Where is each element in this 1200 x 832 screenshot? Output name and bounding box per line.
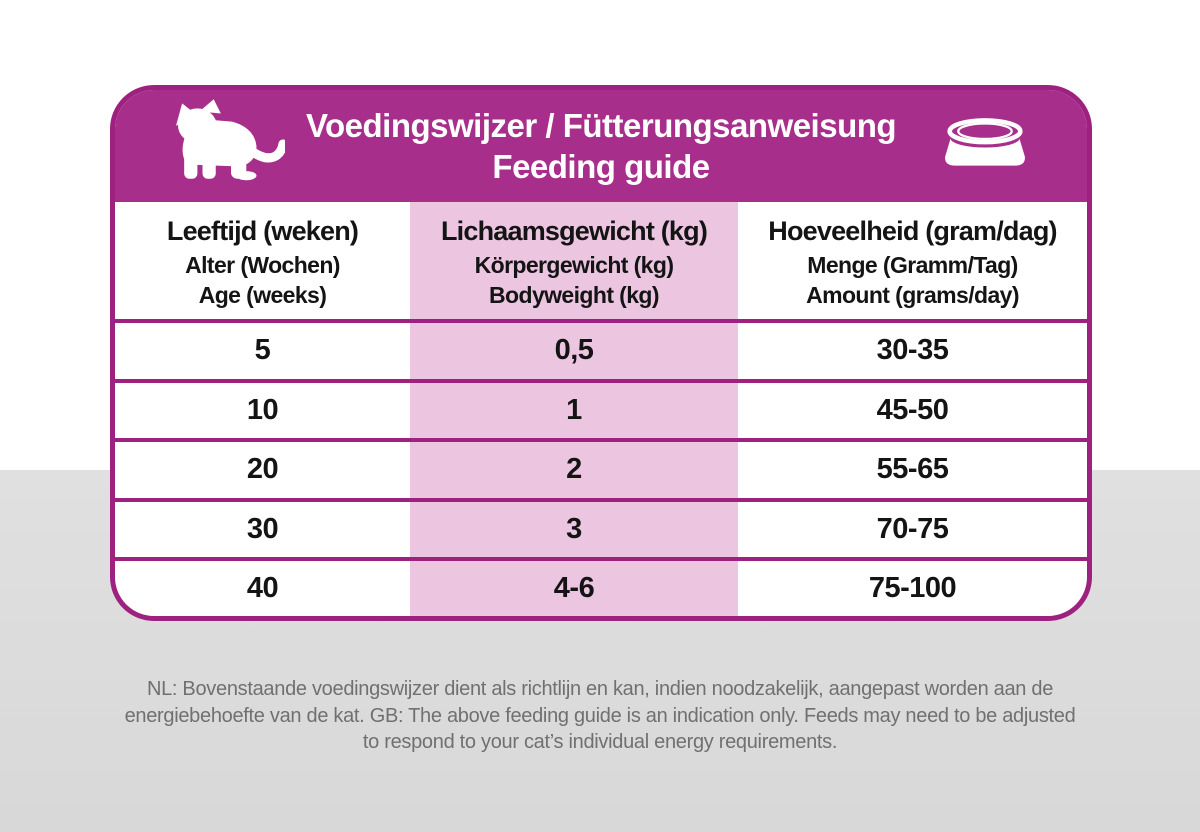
- feeding-guide-table: Voedingswijzer / Fütterungsanweisung Fee…: [110, 85, 1092, 621]
- table-cell: 0,5: [410, 319, 738, 379]
- guide-title: Voedingswijzer / Fütterungsanweisung Fee…: [305, 105, 897, 187]
- table-cell: 45-50: [738, 378, 1087, 439]
- disclaimer-line: to respond to your cat’s individual ener…: [362, 731, 838, 753]
- column-header-age: Leeftijd (weken) Alter (Wochen) Age (wee…: [115, 202, 410, 319]
- column-header-text: Menge (Gramm/Tag): [807, 252, 1018, 278]
- table-cell: 70-75: [738, 497, 1087, 558]
- table-cell: 75-100: [738, 557, 1087, 616]
- table-cell: 3: [410, 497, 738, 557]
- kitten-icon: [176, 99, 285, 181]
- table-cell: 30-35: [738, 319, 1087, 379]
- column-header-text: Amount (grams/day): [806, 282, 1019, 308]
- column-header-text: Alter (Wochen): [185, 252, 340, 278]
- feeding-table-grid: Leeftijd (weken) Alter (Wochen) Age (wee…: [115, 202, 1087, 616]
- disclaimer-line: NL: Bovenstaande voedingswijzer dient al…: [146, 678, 1054, 700]
- table-cell: 4-6: [410, 557, 738, 616]
- food-bowl-icon: [945, 118, 1025, 166]
- table-title-band: Voedingswijzer / Fütterungsanweisung Fee…: [115, 90, 1087, 202]
- column-header-text: Leeftijd (weken): [166, 216, 359, 246]
- guide-title-line1: Voedingswijzer / Fütterungsanweisung: [305, 107, 897, 144]
- table-cell: 2: [410, 438, 738, 498]
- guide-title-line2: Feeding guide: [492, 148, 710, 185]
- column-header-text: Lichaamsgewicht (kg): [440, 216, 708, 246]
- table-cell: 40: [115, 557, 410, 616]
- column-header-text: Hoeveelheid (gram/dag): [768, 216, 1057, 246]
- table-cell: 1: [410, 378, 738, 438]
- table-cell: 5: [115, 319, 410, 379]
- disclaimer-line: energiebehoefte van de kat. GB: The abov…: [124, 704, 1076, 727]
- column-header-text: Bodyweight (kg): [489, 282, 659, 308]
- column-header-text: Age (weeks): [198, 282, 327, 308]
- table-cell: 30: [115, 497, 410, 558]
- column-header-bodyweight: Lichaamsgewicht (kg) Körpergewicht (kg) …: [410, 202, 738, 319]
- column-header-text: Körpergewicht (kg): [474, 252, 674, 278]
- disclaimer-text: NL: Bovenstaande voedingswijzer dient al…: [0, 676, 1200, 756]
- table-cell: 10: [115, 378, 410, 439]
- column-header-amount: Hoeveelheid (gram/dag) Menge (Gramm/Tag)…: [738, 202, 1087, 319]
- table-cell: 55-65: [738, 438, 1087, 498]
- table-cell: 20: [115, 438, 410, 498]
